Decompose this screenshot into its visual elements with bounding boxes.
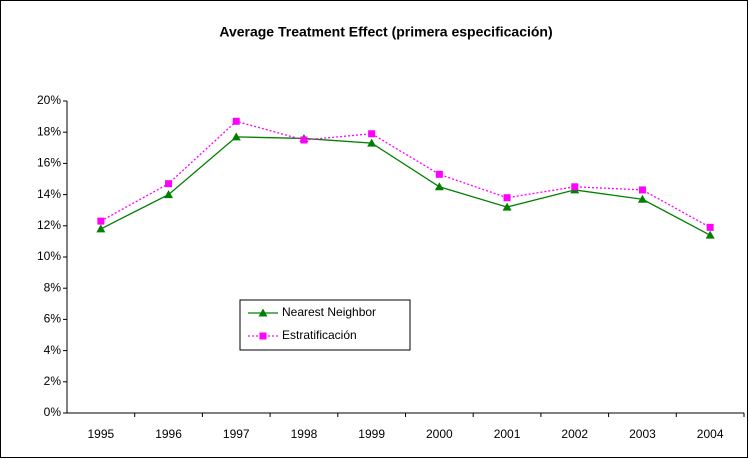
legend-marker [259, 332, 267, 340]
y-tick-label: 18% [37, 124, 61, 138]
y-tick-label: 6% [44, 312, 62, 326]
point [435, 170, 443, 178]
point [97, 217, 105, 225]
x-tick-label: 2001 [494, 427, 521, 441]
x-tick-label: 1999 [358, 427, 385, 441]
y-tick-label: 4% [44, 343, 62, 357]
legend-label: Nearest Neighbor [282, 305, 376, 319]
x-tick-label: 1996 [155, 427, 182, 441]
point [502, 202, 512, 211]
y-tick-label: 10% [37, 249, 61, 263]
point [368, 130, 376, 138]
point [165, 180, 173, 188]
point [231, 132, 241, 141]
point [637, 194, 647, 203]
point [571, 183, 579, 191]
point [367, 138, 377, 147]
point [705, 230, 715, 239]
y-tick-label: 12% [37, 218, 61, 232]
chart-title: Average Treatment Effect (primera especi… [219, 24, 552, 40]
y-tick-label: 14% [37, 187, 61, 201]
point [164, 190, 174, 199]
point [300, 136, 308, 144]
point [232, 117, 240, 125]
x-tick-label: 1998 [291, 427, 318, 441]
x-tick-label: 2000 [426, 427, 453, 441]
x-tick-label: 2002 [561, 427, 588, 441]
x-tick-label: 2004 [697, 427, 724, 441]
point [96, 224, 106, 233]
y-tick-label: 8% [44, 280, 62, 294]
y-tick-label: 2% [44, 374, 62, 388]
y-tick-label: 20% [37, 93, 61, 107]
series-line [100, 120, 711, 228]
point [638, 186, 646, 194]
point [503, 194, 511, 202]
legend-box [239, 299, 411, 351]
legend-marker [258, 308, 268, 317]
point [706, 223, 714, 231]
x-tick-label: 1995 [87, 427, 114, 441]
series-line [100, 136, 711, 236]
legend-label: Estratificación [282, 328, 357, 342]
x-tick-label: 1997 [223, 427, 250, 441]
point [434, 182, 444, 191]
y-tick-label: 0% [44, 405, 62, 419]
y-tick-label: 16% [37, 156, 61, 170]
x-tick-label: 2003 [629, 427, 656, 441]
